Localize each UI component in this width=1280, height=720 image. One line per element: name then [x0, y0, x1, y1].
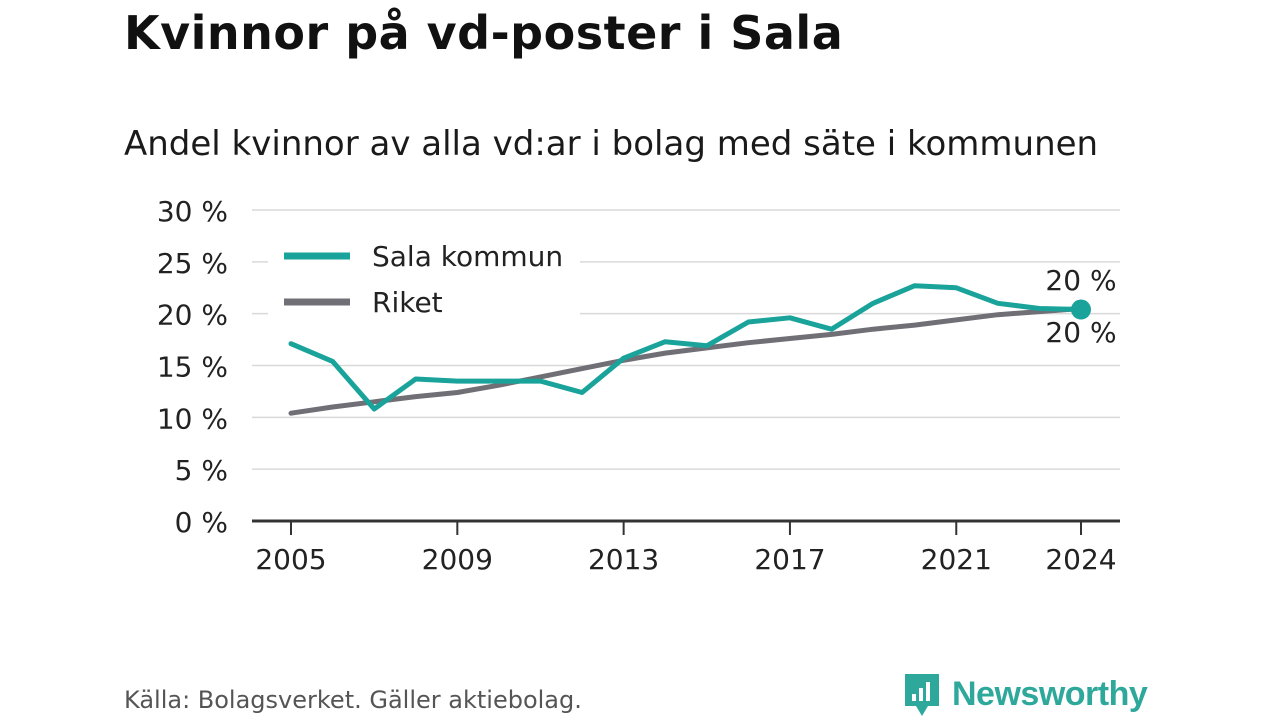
brand-logo: Newsworthy	[902, 670, 1148, 718]
y-tick-label: 0 %	[175, 506, 228, 539]
series-lines	[288, 283, 1091, 416]
source-note: Källa: Bolagsverket. Gäller aktiebolag.	[124, 686, 582, 714]
y-tick-label: 30 %	[157, 195, 228, 228]
x-tick-label: 2021	[921, 543, 992, 576]
legend-label: Sala kommun	[372, 240, 563, 273]
chart-subtitle: Andel kvinnor av alla vd:ar i bolag med …	[124, 124, 1099, 164]
newsworthy-logo-icon	[905, 674, 939, 716]
brand-name: Newsworthy	[952, 674, 1148, 713]
y-tick-label: 25 %	[157, 247, 228, 280]
y-tick-label: 5 %	[175, 454, 228, 487]
end-labels: 20 % 20 %	[1045, 264, 1116, 349]
x-tick-label: 2009	[422, 543, 493, 576]
y-axis-ticks: 0 % 5 % 10 % 15 % 20 % 25 % 30 %	[157, 195, 228, 539]
y-tick-label: 10 %	[157, 402, 228, 435]
x-tick-label: 2005	[255, 543, 326, 576]
chart-title: Kvinnor på vd-poster i Sala	[124, 6, 844, 60]
series-line	[288, 283, 1084, 412]
legend-label: Riket	[372, 286, 443, 319]
legend: Sala kommun Riket	[268, 232, 580, 320]
series-line	[288, 306, 1084, 416]
x-axis-ticks: 2005 2009 2013 2017 2021 2024	[252, 519, 1120, 576]
x-tick-label: 2024	[1045, 543, 1116, 576]
end-point-marker	[1071, 299, 1091, 320]
x-tick-label: 2013	[588, 543, 659, 576]
end-label: 20 %	[1045, 316, 1116, 349]
end-label: 20 %	[1045, 264, 1116, 297]
y-tick-label: 20 %	[157, 299, 228, 332]
y-tick-label: 15 %	[157, 351, 228, 384]
x-tick-label: 2017	[754, 543, 825, 576]
